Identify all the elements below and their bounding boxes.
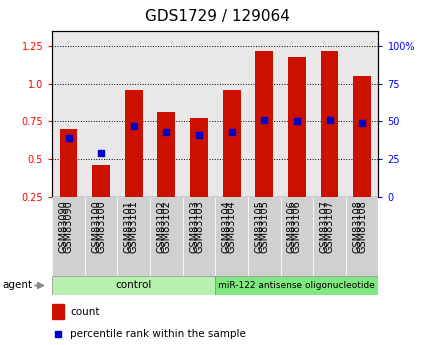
Bar: [52, 197, 85, 276]
Point: [195, 132, 202, 138]
Bar: [222, 90, 240, 197]
Text: GSM83108: GSM83108: [352, 200, 362, 253]
Text: GSM83101: GSM83101: [128, 201, 138, 253]
Bar: [117, 197, 150, 276]
Text: control: control: [115, 280, 151, 290]
Text: GSM83104: GSM83104: [226, 201, 236, 253]
Text: GSM83106: GSM83106: [286, 200, 296, 253]
Text: GSM83104: GSM83104: [221, 200, 231, 253]
Text: GSM83107: GSM83107: [324, 201, 334, 254]
Bar: [280, 197, 312, 276]
Text: count: count: [70, 307, 100, 317]
Bar: [345, 197, 378, 276]
Bar: [190, 118, 207, 197]
Bar: [247, 197, 280, 276]
Text: GDS1729 / 129064: GDS1729 / 129064: [145, 9, 289, 23]
Bar: [287, 57, 305, 197]
Text: agent: agent: [2, 280, 32, 290]
Bar: [215, 197, 247, 276]
Point: [227, 129, 234, 135]
Bar: [312, 197, 345, 276]
Text: GSM83105: GSM83105: [259, 201, 269, 254]
Text: miR-122 antisense oligonucleotide: miR-122 antisense oligonucleotide: [218, 281, 375, 290]
Bar: [92, 165, 110, 197]
Text: GSM83090: GSM83090: [63, 201, 73, 253]
Point: [130, 123, 137, 129]
Text: GSM83105: GSM83105: [254, 200, 263, 253]
Text: GSM83108: GSM83108: [356, 201, 366, 253]
Text: GSM83100: GSM83100: [96, 201, 106, 253]
Bar: [157, 112, 175, 197]
Text: GSM83102: GSM83102: [161, 201, 171, 254]
Bar: [255, 51, 273, 197]
Bar: [150, 197, 182, 276]
Text: GSM83102: GSM83102: [156, 200, 166, 253]
Point: [55, 331, 62, 337]
Bar: [182, 197, 215, 276]
Bar: [352, 76, 370, 197]
Text: GSM83106: GSM83106: [291, 201, 301, 253]
Point: [293, 119, 299, 124]
Point: [326, 117, 332, 122]
Point: [97, 150, 105, 156]
Text: GSM83101: GSM83101: [124, 200, 134, 253]
Bar: [52, 276, 215, 295]
Bar: [52, 304, 64, 319]
Text: GSM83090: GSM83090: [59, 200, 69, 253]
Text: percentile rank within the sample: percentile rank within the sample: [70, 329, 246, 339]
Text: GSM83103: GSM83103: [194, 201, 204, 253]
Bar: [85, 197, 117, 276]
Text: GSM83107: GSM83107: [319, 200, 329, 253]
Bar: [215, 276, 378, 295]
Point: [358, 120, 365, 126]
Bar: [125, 90, 142, 197]
Bar: [320, 51, 338, 197]
Point: [260, 117, 267, 122]
Bar: [59, 129, 77, 197]
Point: [162, 129, 169, 135]
Text: GSM83100: GSM83100: [91, 200, 101, 253]
Text: GSM83103: GSM83103: [189, 200, 199, 253]
Point: [65, 135, 72, 141]
